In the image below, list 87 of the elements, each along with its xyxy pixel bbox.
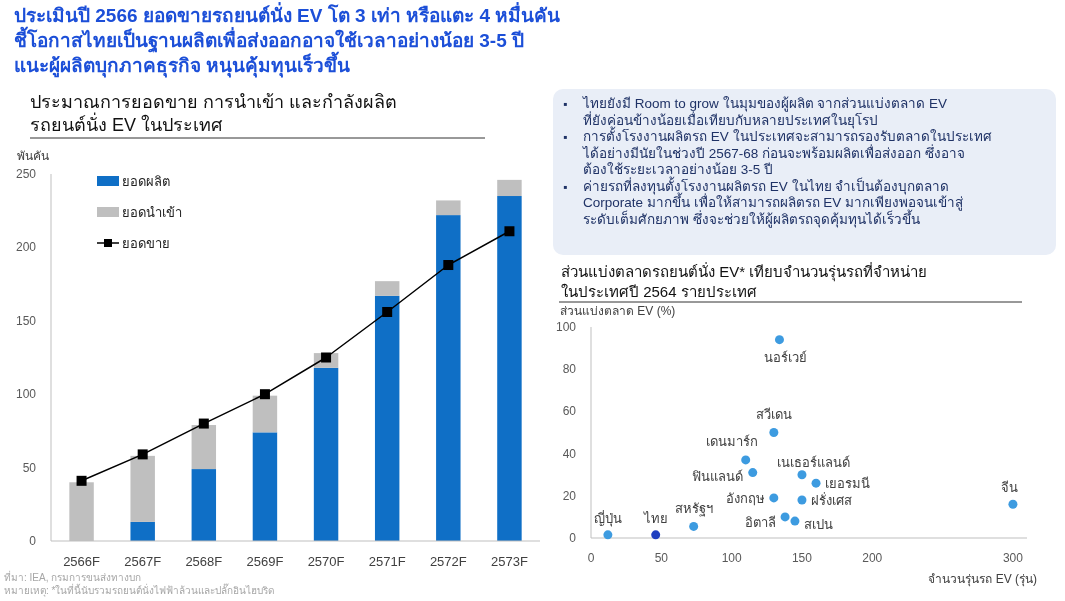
legend-label: ยอดผลิต (122, 174, 170, 189)
x-tick-label: 2568F (185, 554, 223, 569)
y-tick-label: 0 (569, 531, 577, 545)
y-tick-label: 200 (15, 240, 37, 255)
series-label: เยอรมนี (825, 476, 871, 492)
series-label: สเปน (803, 517, 833, 533)
point (780, 512, 790, 522)
chart-title: ส่วนแบ่งตลาดรถยนต์นั่ง EV* เทียบจำนวนรุ่นรถที่จำหน่าย ในประเทศปี 2564 รายประเทศ (561, 261, 928, 300)
y-tick-label: 50 (22, 460, 37, 475)
point (443, 260, 454, 271)
bar (191, 469, 217, 541)
point (741, 455, 751, 465)
text: ▪ ค่ายรถที่ลงทุนตั้งโรงงานผลิตรถ EV ในไทย จำเป็นต้องบุกตลาด Corporate มากขึ้น เพื่อให้สามารถผลิตรถ EV มากเพียงพอจนเข้าสู่ ระดับเต็มศักยภาพ ซึ่งจะช่วยให้ผู้ผลิตรถจุดคุ้มทุนได้เร็วขึ้น (563, 178, 964, 227)
point (382, 306, 393, 317)
point (797, 470, 807, 480)
point (1008, 499, 1018, 509)
x-tick-label: 0 (587, 551, 595, 565)
x-tick-label: 2573F (491, 554, 528, 569)
bar (436, 215, 461, 541)
y-axis-title: ส่วนแบ่งตลาด EV (%) (560, 304, 676, 318)
bar (374, 295, 400, 541)
x-tick-label: 2566F (63, 554, 101, 569)
text: หมายเหตุ: *ในที่นี้นับรวมรถยนต์นั่งไฟฟ้าล้วนและปลั๊กอินไฮบริด (4, 583, 275, 597)
series-label: สวีเดน (755, 406, 792, 422)
x-tick-label: 2567F (124, 554, 162, 569)
point (651, 530, 661, 540)
bar (436, 200, 461, 216)
x-tick-label: 150 (791, 551, 813, 565)
bar (130, 521, 155, 541)
y-tick-label: 250 (15, 167, 37, 181)
point (76, 475, 87, 486)
series-label: จีน (1001, 480, 1019, 496)
point (797, 495, 807, 505)
x-tick-label: 300 (1002, 551, 1024, 565)
x-axis-title: จำนวนรุ่นรถ EV (รุ่น) (928, 572, 1037, 587)
series-label: ฝรั่งเศส (810, 492, 852, 509)
point (504, 226, 515, 237)
point (774, 335, 784, 345)
point (689, 521, 699, 531)
y-tick-label: 0 (29, 534, 37, 548)
y-tick-label: 100 (555, 320, 577, 334)
point (769, 428, 779, 437)
point (748, 468, 758, 478)
bar (497, 196, 522, 541)
y-tick-label: 20 (562, 488, 577, 503)
bar (497, 179, 522, 197)
x-tick-label: 50 (654, 551, 669, 565)
y-tick-label: 60 (562, 404, 577, 419)
series-label: อังกฤษ (725, 490, 765, 506)
point (811, 478, 821, 488)
point (137, 449, 148, 460)
x-tick-label: 2572F (429, 554, 467, 569)
text: ▪ ไทยยังมี Room to grow ในมุมของผู้ผลิต จากส่วนแบ่งตลาด EV ที่ยังค่อนข้างน้อยเมื่อเทียบกับหลายประเทศในยุโรป (563, 96, 948, 128)
series-label: ฟินแลนด์ (691, 468, 743, 484)
point (790, 516, 800, 526)
series-label: ญี่ปุ่น (593, 509, 622, 527)
point (259, 389, 270, 400)
text: ประเมินปี 2566 ยอดขายรถยนต์นั่ง EV โต 3 เท่า หรือแตะ 4 หมื่นคัน ชี้โอกาสไทยเป็นฐานผลิตเพื่อส่งออกอาจใช้เวลาอย่างน้อย 3-5 ปี แนะผู้ผลิตบุกภาคธุรกิจ หนุนคุ้มทุนเร็วขึ้น (14, 2, 561, 78)
y-tick-label: 150 (15, 313, 37, 328)
y-tick-label: 40 (562, 446, 577, 461)
series-label: สหรัฐฯ (674, 501, 713, 518)
bar (130, 455, 155, 522)
x-tick-label: 2569F (246, 554, 284, 569)
legend-label: ยอดนำเข้า (122, 205, 182, 220)
text: ที่มา: IEA, กรมการขนส่งทางบก (4, 570, 142, 583)
bar (374, 281, 400, 296)
x-tick-label: 200 (862, 551, 883, 565)
series-label: ไทย (642, 510, 668, 526)
y-tick-label: 100 (15, 387, 37, 402)
chart-title: ประมาณการยอดขาย การนำเข้า และกำลังผลิต รถยนต์นั่ง EV ในประเทศ (30, 92, 398, 135)
y-axis-title: พันคัน (17, 149, 49, 163)
bar (252, 432, 278, 541)
point (603, 530, 613, 540)
x-tick-label: 100 (721, 551, 742, 565)
legend-label: ยอดขาย (122, 236, 170, 251)
series-label: เดนมาร์ก (705, 433, 758, 449)
x-tick-label: 2570F (307, 554, 345, 569)
x-tick-label: 2571F (368, 554, 406, 569)
point (198, 418, 209, 429)
series-label: นอร์เวย์ (763, 349, 807, 365)
bar (313, 367, 339, 541)
series-label: อิตาลี (745, 514, 777, 530)
point (769, 493, 779, 503)
y-tick-label: 80 (562, 362, 577, 377)
bar (252, 395, 278, 433)
series-label: เนเธอร์แลนด์ (777, 454, 851, 470)
bar (191, 425, 217, 470)
